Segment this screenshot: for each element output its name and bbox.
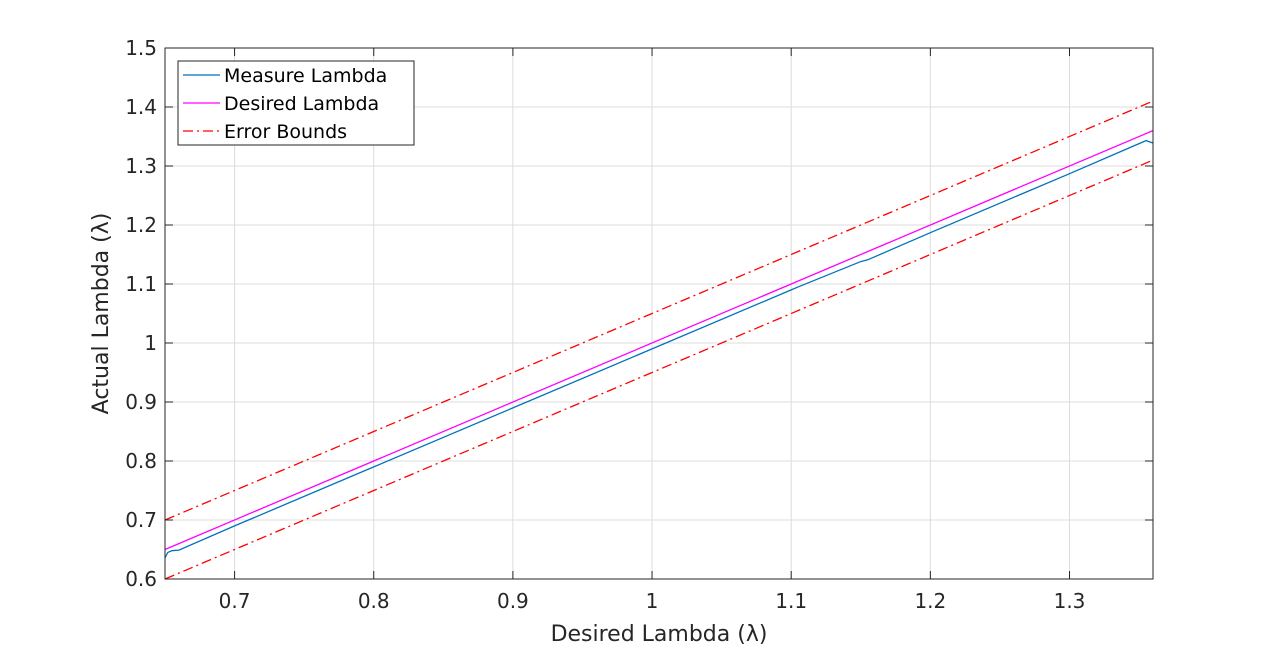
legend-label-desired-lambda: Desired Lambda bbox=[224, 93, 379, 115]
x-tick-label: 0.9 bbox=[497, 589, 529, 613]
legend-label-measure-lambda: Measure Lambda bbox=[224, 65, 387, 87]
series-error-bound-lower bbox=[164, 159, 1154, 580]
legend: Measure Lambda Desired Lambda Error Boun… bbox=[177, 60, 415, 146]
y-tick-label: 1 bbox=[144, 331, 157, 355]
y-axis-title: Actual Lambda (λ) bbox=[89, 213, 114, 415]
series-desired-lambda bbox=[164, 130, 1154, 551]
x-tick-label: 1.2 bbox=[914, 589, 946, 613]
y-tick-label: 0.9 bbox=[125, 390, 157, 414]
y-tick-label: 0.8 bbox=[125, 449, 157, 473]
series-measure-lambda bbox=[164, 139, 1154, 559]
y-tick-label: 1.4 bbox=[125, 95, 157, 119]
x-tick-label: 0.8 bbox=[358, 589, 390, 613]
x-tick-label: 0.7 bbox=[219, 589, 251, 613]
y-tick-label: 1.5 bbox=[125, 36, 157, 60]
x-tick-label: 1 bbox=[646, 589, 659, 613]
plot-frame bbox=[164, 47, 1154, 580]
x-tick-label: 1.3 bbox=[1054, 589, 1086, 613]
y-tick-label: 1.1 bbox=[125, 272, 157, 296]
x-axis-title: Desired Lambda (λ) bbox=[551, 622, 768, 647]
y-tick-label: 1.3 bbox=[125, 154, 157, 178]
y-tick-label: 0.6 bbox=[125, 567, 157, 591]
ticks: 0.7 0.8 0.9 1 1.1 1.2 1.3 0.6 0.7 0.8 0.9 1 1.1 1.2 1.… bbox=[125, 36, 1153, 613]
legend-label-error-bounds: Error Bounds bbox=[224, 121, 347, 143]
series-error-bound-upper bbox=[164, 100, 1154, 521]
x-tick-label: 1.1 bbox=[775, 589, 807, 613]
series-layer bbox=[164, 100, 1154, 580]
y-tick-label: 0.7 bbox=[125, 508, 157, 532]
y-tick-label: 1.2 bbox=[125, 213, 157, 237]
